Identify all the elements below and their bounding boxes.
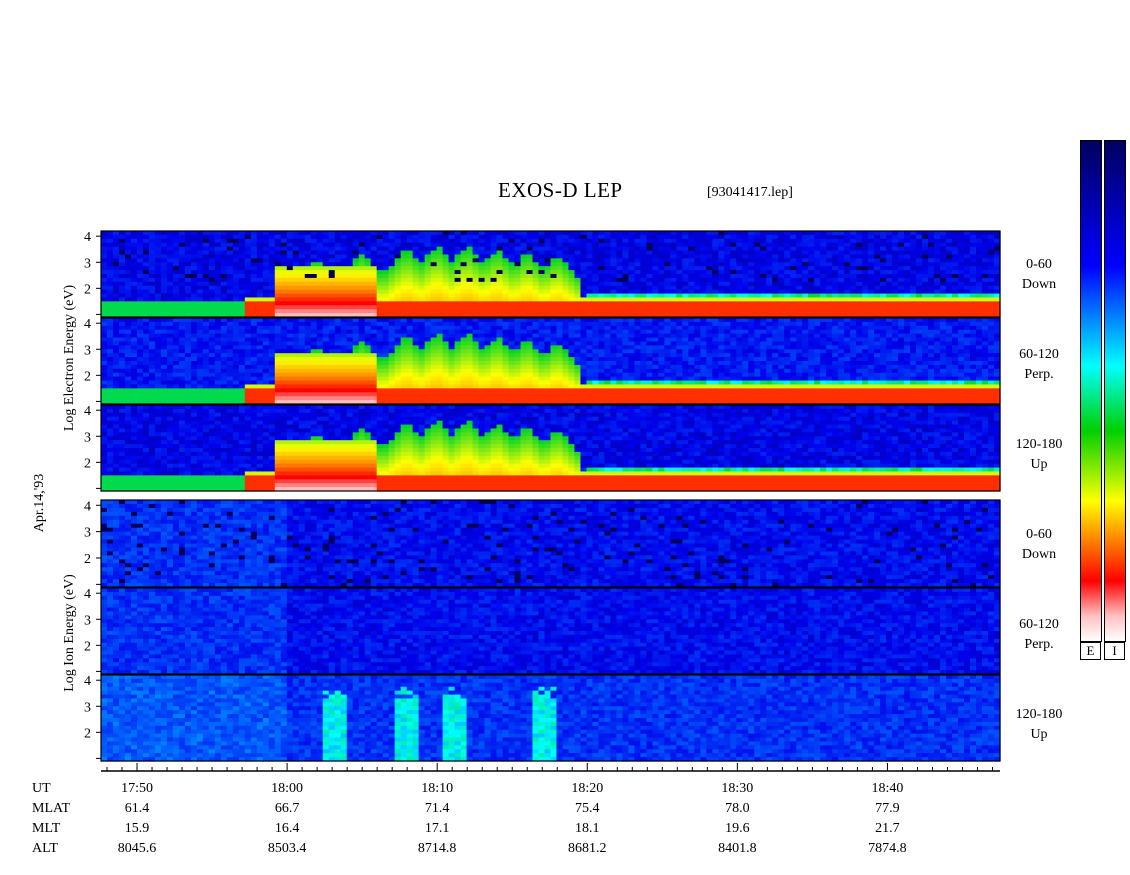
y-tick-label: 4	[84, 499, 91, 514]
panel-e-perp	[101, 318, 1001, 405]
ut-value: 18:00	[271, 781, 304, 796]
row-name-mlat: MLAT	[32, 801, 71, 816]
y-tick-label: 2	[84, 552, 91, 567]
row-name-mlt: MLT	[32, 821, 61, 836]
panel-label-i-up: 120-180 Up	[1015, 707, 1063, 742]
panel-frame	[100, 587, 1001, 675]
y-tick-label: 2	[84, 456, 91, 471]
file-id: [93041417.lep]	[707, 185, 793, 200]
alt-value: 8401.8	[718, 841, 757, 856]
panel-i-up	[101, 675, 1001, 762]
y-tick-label: 3	[84, 526, 91, 541]
y-tick-label: 4	[84, 674, 91, 689]
y-tick-label: 4	[84, 230, 91, 245]
alt-value: 8045.6	[117, 841, 157, 856]
colorbar-electron	[1080, 140, 1102, 642]
mlat-value: 78.0	[725, 801, 750, 816]
alt-value: 8503.4	[267, 841, 307, 856]
alt-value: 8714.8	[417, 841, 457, 856]
y-tick-label: 4	[84, 587, 91, 602]
y-tick-label: 2	[84, 282, 91, 297]
y-tick-label: 3	[84, 430, 91, 445]
y-tick-label: 2	[84, 369, 91, 384]
y-tick-label: 2	[84, 726, 91, 741]
colorbar-ion	[1104, 140, 1126, 642]
mlt-value: 19.6	[725, 821, 750, 836]
ut-value: 18:40	[871, 781, 904, 796]
row-name-ut: UT	[32, 781, 51, 796]
panel-frame	[100, 317, 1001, 405]
ion-ylabel: Log Ion Energy (eV)	[62, 574, 77, 692]
colorbar-label-i: I	[1104, 642, 1125, 660]
mlat-value: 66.7	[274, 801, 300, 816]
ut-value: 18:10	[421, 781, 454, 796]
panel-label-e-up: 120-180 Up	[1015, 437, 1063, 472]
panel-frame	[100, 674, 1001, 762]
mlat-value: 61.4	[124, 801, 150, 816]
mlt-value: 15.9	[124, 821, 150, 836]
panel-i-perp	[101, 588, 1001, 675]
colorbar-label-e: E	[1080, 642, 1101, 660]
y-tick-label: 4	[84, 317, 91, 332]
panel-label-i-perp: 60-120 Perp.	[1019, 617, 1059, 652]
mlt-value: 16.4	[274, 821, 300, 836]
panel-e-down	[101, 231, 1001, 318]
mlt-value: 21.7	[875, 821, 900, 836]
y-tick-label: 3	[84, 256, 91, 271]
panel-frame	[100, 499, 1001, 588]
y-tick-label: 3	[84, 343, 91, 358]
chart-title: EXOS-D LEP	[498, 178, 623, 202]
electron-ylabel: Log Electron Energy (eV)	[62, 284, 77, 432]
panel-frame	[100, 404, 1001, 492]
panel-label-e-down: 0-60 Down	[1021, 257, 1057, 292]
panel-label-e-perp: 60-120 Perp.	[1019, 347, 1059, 382]
y-tick-label: 3	[84, 613, 91, 628]
mlat-value: 71.4	[424, 801, 450, 816]
y-tick-label: 2	[84, 639, 91, 654]
panel-label-i-down: 0-60 Down	[1021, 527, 1057, 562]
ut-value: 18:30	[721, 781, 754, 796]
mlat-value: 75.4	[575, 801, 600, 816]
alt-value: 7874.8	[868, 841, 907, 856]
date-label: Apr.14,'93	[32, 473, 47, 533]
mlt-value: 18.1	[575, 821, 600, 836]
row-name-alt: ALT	[32, 841, 58, 856]
alt-value: 8681.2	[568, 841, 607, 856]
ut-value: 18:20	[571, 781, 604, 796]
panel-i-down	[101, 500, 1001, 588]
panel-frame	[100, 230, 1001, 318]
ut-value: 17:50	[121, 781, 153, 796]
y-tick-label: 4	[84, 404, 91, 419]
y-tick-label: 3	[84, 700, 91, 715]
mlat-value: 77.9	[875, 801, 900, 816]
mlt-value: 17.1	[424, 821, 450, 836]
panel-e-up	[101, 405, 1001, 492]
